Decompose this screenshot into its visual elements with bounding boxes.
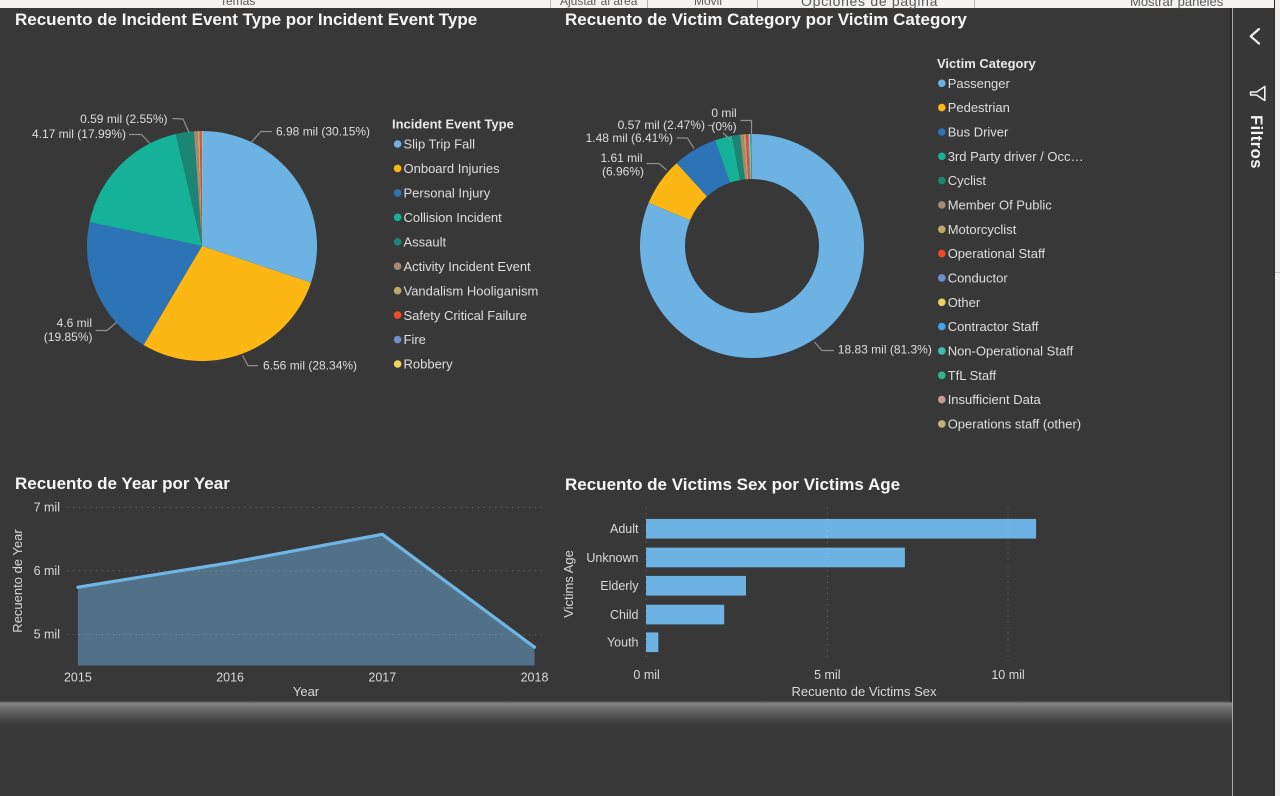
svg-text:Child: Child: [610, 608, 639, 622]
svg-text:Vandalism Hooliganism: Vandalism Hooliganism: [404, 283, 539, 298]
svg-text:Non-Operational Staff: Non-Operational Staff: [948, 344, 1074, 359]
svg-text:Member Of Public: Member Of Public: [948, 198, 1053, 213]
svg-text:0.57 mil (2.47%): 0.57 mil (2.47%): [618, 118, 705, 132]
svg-text:2016: 2016: [216, 671, 244, 685]
svg-text:0 mil: 0 mil: [633, 668, 659, 682]
svg-text:Unknown: Unknown: [586, 551, 638, 565]
svg-text:0.59 mil (2.55%): 0.59 mil (2.55%): [80, 112, 167, 126]
svg-text:Recuento de Victims Sex por Vi: Recuento de Victims Sex por Victims Age: [565, 475, 900, 494]
svg-text:6 mil: 6 mil: [34, 564, 60, 578]
svg-text:2015: 2015: [64, 671, 92, 685]
svg-text:Year: Year: [293, 684, 320, 699]
svg-text:TfL Staff: TfL Staff: [948, 368, 997, 383]
svg-text:(0%): (0%): [711, 120, 736, 134]
svg-text:Pedestrian: Pedestrian: [948, 100, 1010, 115]
svg-text:7 mil: 7 mil: [34, 500, 60, 514]
svg-text:Activity Incident Event: Activity Incident Event: [404, 259, 532, 274]
svg-text:2017: 2017: [368, 671, 396, 685]
svg-text:Bus Driver: Bus Driver: [948, 125, 1009, 140]
svg-text:5 mil: 5 mil: [814, 668, 840, 682]
svg-text:Incident Event Type: Incident Event Type: [392, 117, 514, 132]
svg-text:4.17 mil (17.99%): 4.17 mil (17.99%): [32, 127, 126, 141]
svg-text:Robbery: Robbery: [404, 357, 454, 372]
svg-text:Recuento de Year: Recuento de Year: [10, 529, 25, 633]
svg-text:3rd Party driver / Occ…: 3rd Party driver / Occ…: [948, 149, 1084, 164]
svg-text:Motorcyclist: Motorcyclist: [948, 222, 1017, 237]
svg-text:Insufficient Data: Insufficient Data: [948, 392, 1042, 407]
svg-text:Fire: Fire: [404, 332, 426, 347]
svg-text:Elderly: Elderly: [600, 579, 639, 593]
svg-text:10 mil: 10 mil: [991, 668, 1024, 682]
svg-text:Recuento de Victim Category po: Recuento de Victim Category por Victim C…: [565, 10, 967, 29]
svg-text:Other: Other: [948, 295, 981, 310]
svg-text:Passenger: Passenger: [948, 76, 1011, 91]
svg-text:Assault: Assault: [404, 234, 447, 249]
svg-text:Personal Injury: Personal Injury: [404, 186, 491, 201]
svg-text:1.61 mil: 1.61 mil: [600, 151, 642, 165]
svg-text:Recuento de Victims Sex: Recuento de Victims Sex: [792, 684, 937, 699]
svg-text:Operational Staff: Operational Staff: [948, 246, 1046, 261]
svg-text:0 mil: 0 mil: [711, 106, 736, 120]
svg-text:Onboard Injuries: Onboard Injuries: [404, 161, 501, 176]
svg-text:5 mil: 5 mil: [34, 628, 60, 642]
svg-text:Victims Age: Victims Age: [561, 550, 576, 618]
svg-text:(6.96%): (6.96%): [602, 165, 644, 179]
svg-text:Collision Incident: Collision Incident: [404, 210, 503, 225]
svg-text:Victim Category: Victim Category: [937, 56, 1037, 71]
svg-text:18.83 mil (81.3%): 18.83 mil (81.3%): [838, 343, 932, 357]
svg-text:2018: 2018: [521, 671, 549, 685]
svg-text:Youth: Youth: [607, 636, 639, 650]
svg-text:Conductor: Conductor: [948, 271, 1009, 286]
svg-text:Recuento de Year por Year: Recuento de Year por Year: [15, 474, 230, 493]
svg-text:6.56 mil (28.34%): 6.56 mil (28.34%): [263, 359, 357, 373]
svg-text:Contractor Staff: Contractor Staff: [948, 319, 1039, 334]
svg-text:(19.85%): (19.85%): [44, 330, 93, 344]
svg-text:Safety Critical Failure: Safety Critical Failure: [404, 308, 528, 323]
svg-text:4.6 mil: 4.6 mil: [57, 316, 92, 330]
svg-text:Operations staff (other): Operations staff (other): [948, 417, 1081, 432]
svg-text:Recuento de Incident Event Typ: Recuento de Incident Event Type por Inci…: [15, 10, 477, 29]
svg-text:Slip Trip Fall: Slip Trip Fall: [404, 137, 476, 152]
svg-text:6.98 mil (30.15%): 6.98 mil (30.15%): [276, 125, 370, 139]
svg-text:Cyclist: Cyclist: [948, 173, 987, 188]
svg-text:1.48 mil (6.41%): 1.48 mil (6.41%): [586, 131, 673, 145]
svg-text:Adult: Adult: [610, 522, 639, 536]
